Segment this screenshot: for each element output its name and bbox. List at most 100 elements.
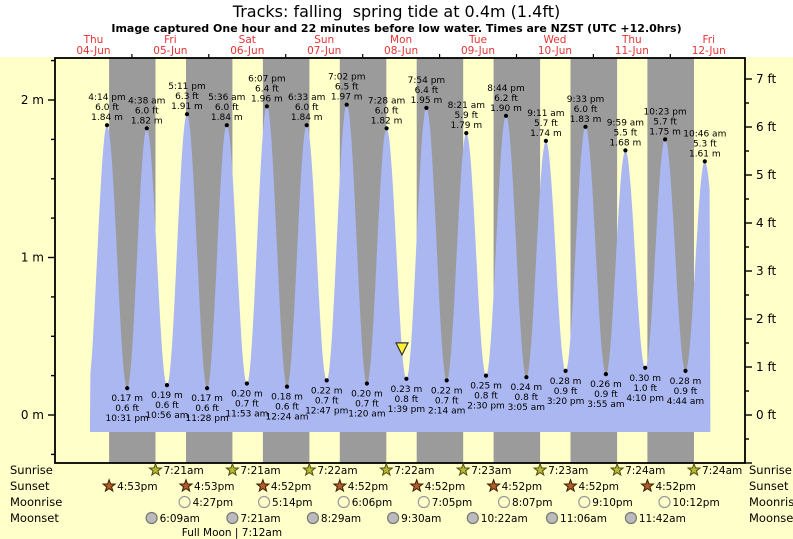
low-tide-time: 2:14 am	[428, 406, 465, 416]
astro-row-label-left: Moonrise	[10, 495, 62, 509]
day-weekday-label: Mon	[390, 34, 412, 46]
star-icon	[609, 462, 625, 477]
high-tide-m: 1.61 m	[689, 149, 721, 159]
star-icon	[378, 462, 394, 477]
star-icon	[148, 462, 163, 477]
low-tide-m: 0.22 m	[311, 386, 343, 396]
y-axis-left-label: 1 m	[21, 251, 44, 265]
high-tide-time: 7:02 pm	[328, 73, 366, 83]
moonrise-icon	[497, 495, 511, 509]
low-tide-time: 1:20 am	[348, 410, 385, 420]
high-tide-ft: 6.0 ft	[295, 103, 319, 113]
low-tide-ft: 1.0 ft	[633, 384, 657, 394]
low-tide-time: 10:56 am	[145, 411, 188, 421]
low-tide-time: 10:31 pm	[106, 414, 149, 424]
moonrise-time: 5:14pm	[272, 497, 312, 509]
y-axis-right-label: 0 ft	[756, 408, 776, 422]
high-tide-ft: 6.0 ft	[574, 105, 598, 115]
y-axis-right-label: 6 ft	[756, 120, 776, 134]
low-tide-point	[524, 375, 529, 380]
star-icon	[686, 462, 702, 477]
sunset-time: 4:52pm	[579, 481, 619, 493]
day-date-label: 06-Jun	[230, 45, 264, 57]
current-tide-marker	[395, 342, 409, 357]
high-tide-m: 1.82 m	[131, 116, 163, 126]
astro-row-label-right: Sunrise	[749, 463, 792, 477]
sunset-time: 4:53pm	[194, 481, 234, 493]
moonrise-icon	[578, 495, 591, 509]
star-icon	[101, 478, 117, 493]
low-tide-point	[404, 376, 409, 381]
star-icon	[255, 478, 271, 493]
high-tide-m: 1.83 m	[570, 115, 602, 125]
high-tide-m: 1.96 m	[251, 94, 283, 104]
high-tide-m: 1.82 m	[371, 116, 403, 126]
y-axis-right-label: 5 ft	[756, 168, 776, 182]
low-tide-point	[603, 372, 609, 377]
day-date-label: 11-Jun	[615, 45, 649, 57]
sunrise-time: 7:21am	[240, 465, 280, 477]
day-date-label: 09-Jun	[461, 45, 495, 57]
star-icon	[486, 478, 501, 493]
low-tide-point	[284, 384, 290, 389]
chart-title: Tracks: falling spring tide at 0.4m (1.4…	[232, 2, 561, 21]
moonrise-icon	[337, 495, 350, 509]
high-tide-time: 7:28 am	[368, 96, 405, 106]
low-tide-ft: 0.6 ft	[275, 403, 299, 413]
day-weekday-label: Tue	[468, 34, 487, 46]
high-tide-m: 1.95 m	[411, 96, 443, 106]
high-tide-m: 1.97 m	[331, 93, 363, 103]
low-tide-ft: 0.8 ft	[395, 395, 419, 405]
high-tide-time: 6:07 pm	[248, 74, 286, 84]
high-tide-time: 9:33 pm	[567, 95, 605, 105]
moonrise-time: 9:10pm	[592, 497, 632, 509]
low-tide-m: 0.22 m	[431, 386, 463, 396]
moonrise-time: 7:05pm	[432, 497, 472, 509]
high-tide-ft: 6.4 ft	[255, 84, 279, 94]
low-tide-point	[483, 373, 489, 378]
low-tide-m: 0.20 m	[231, 390, 263, 400]
high-tide-point	[104, 123, 110, 128]
star-icon	[409, 478, 425, 493]
star-icon	[455, 462, 471, 477]
low-tide-ft: 0.6 ft	[155, 401, 179, 411]
high-tide-point	[464, 131, 469, 136]
low-tide-point	[125, 386, 130, 391]
low-tide-point	[643, 365, 648, 370]
astro-row-label-right: Sunset	[749, 479, 789, 493]
high-tide-ft: 6.0 ft	[375, 106, 399, 116]
low-tide-m: 0.24 m	[511, 383, 543, 393]
high-tide-time: 4:14 pm	[88, 93, 126, 103]
moonset-icon	[387, 511, 400, 525]
low-tide-time: 11:28 pm	[185, 414, 228, 424]
high-tide-time: 5:11 pm	[168, 82, 206, 92]
header-strip: Tracks: falling spring tide at 0.4m (1.4…	[0, 0, 793, 57]
moonset-icon	[226, 511, 239, 525]
moonrise-icon	[658, 495, 671, 509]
high-tide-ft: 6.2 ft	[494, 94, 518, 104]
low-tide-time: 12:47 pm	[305, 406, 348, 416]
day-weekday-label: Thu	[83, 34, 104, 46]
high-tide-point	[702, 159, 707, 164]
low-tide-point	[164, 383, 170, 388]
star-icon	[640, 478, 655, 493]
day-weekday-label: Sat	[239, 34, 256, 46]
astro-row-label-left: Moonset	[10, 511, 59, 525]
low-tide-m: 0.23 m	[391, 385, 423, 395]
low-tide-ft: 0.7 ft	[435, 396, 459, 406]
low-tide-m: 0.18 m	[271, 393, 303, 403]
moonset-icon	[145, 511, 158, 525]
high-tide-point	[184, 112, 190, 117]
star-icon	[225, 462, 240, 477]
high-tide-time: 10:23 pm	[643, 107, 686, 117]
high-tide-point	[224, 123, 229, 128]
low-tide-time: 4:10 pm	[626, 394, 664, 404]
sunset-time: 4:52pm	[425, 481, 465, 493]
low-tide-ft: 0.9 ft	[674, 387, 698, 397]
high-tide-ft: 6.5 ft	[335, 83, 359, 93]
moonset-time: 7:21am	[240, 513, 280, 525]
high-tide-m: 1.84 m	[91, 113, 123, 123]
y-axis-right-label: 3 ft	[756, 264, 776, 278]
low-tide-m: 0.19 m	[151, 391, 183, 401]
